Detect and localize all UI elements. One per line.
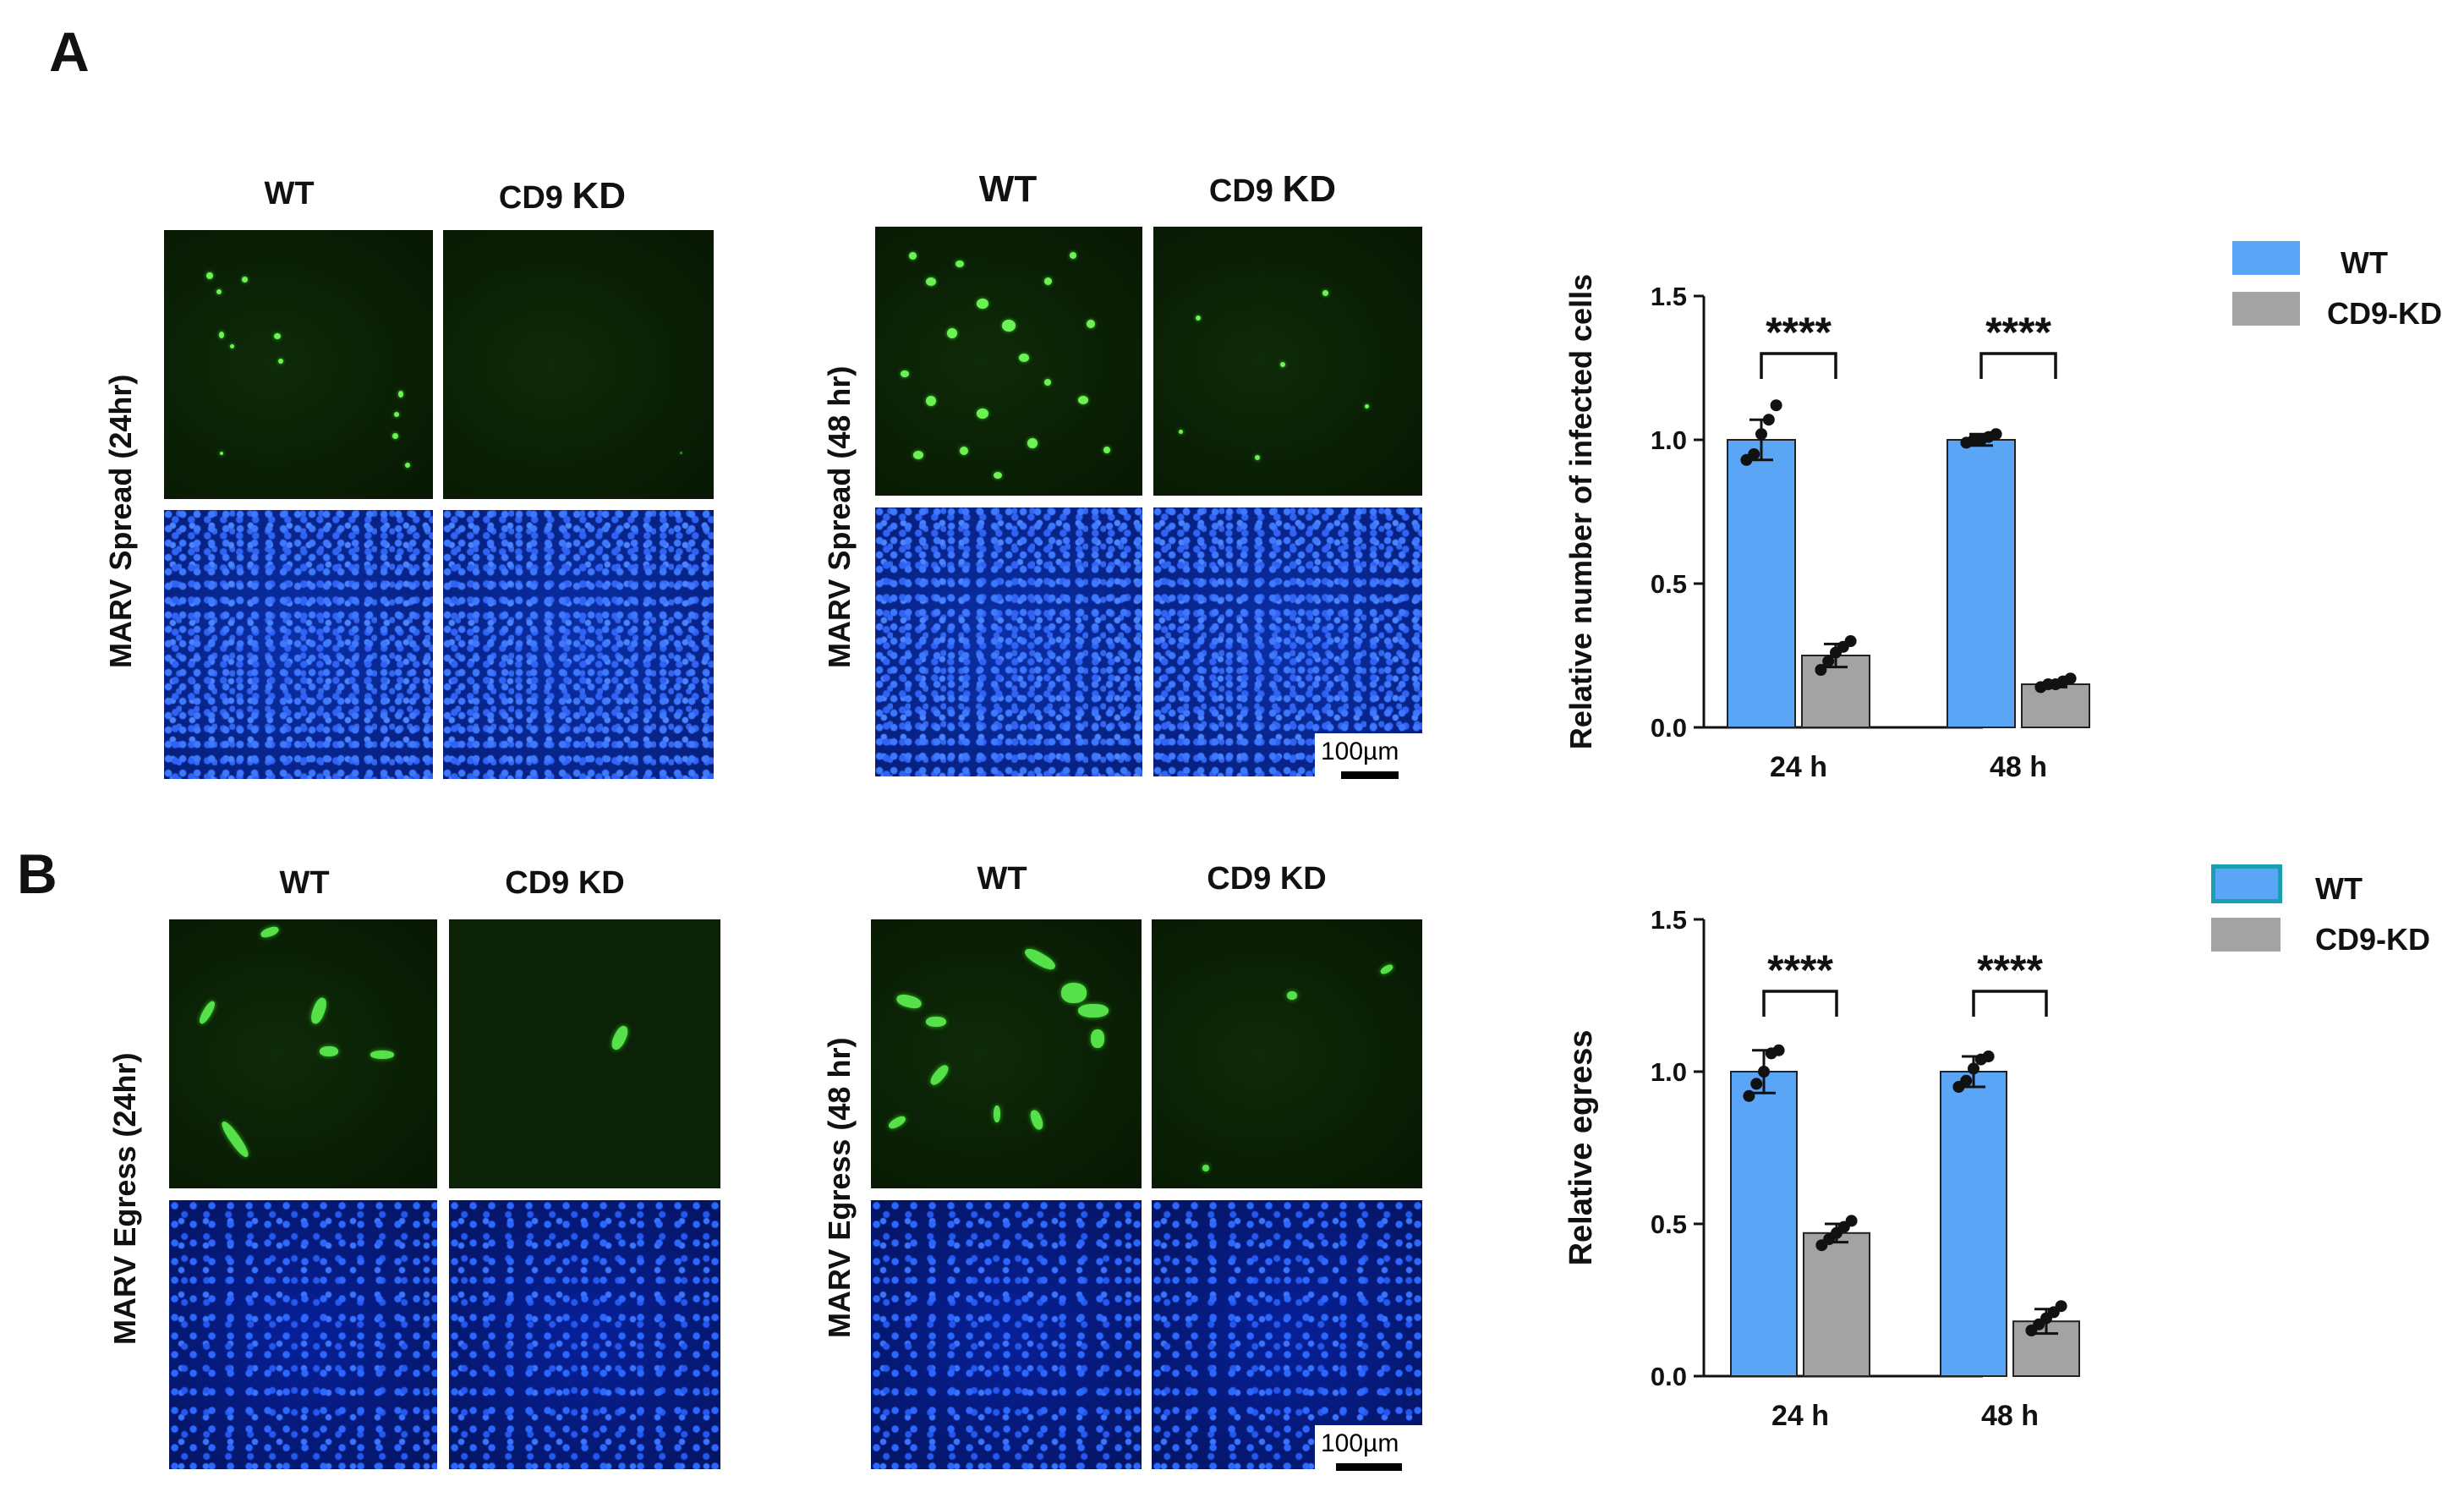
col-label-wt: WT bbox=[978, 168, 1038, 210]
y-tick-label: 0.0 bbox=[1651, 1362, 1687, 1391]
col-label-wt: WT bbox=[264, 176, 315, 211]
col-label-cd9-kd: CD9 KD bbox=[1207, 861, 1327, 897]
y-tick-label: 0.5 bbox=[1651, 569, 1687, 599]
x-tick-label: 48 h bbox=[1990, 751, 2047, 783]
micrograph-kd-24h-green bbox=[443, 230, 714, 499]
data-point bbox=[1844, 635, 1857, 647]
y-tick-label: 1.5 bbox=[1651, 282, 1687, 311]
micrograph-kd-48h-blue bbox=[1153, 507, 1422, 776]
data-point bbox=[1748, 448, 1760, 460]
scale-bar-label: 100µm bbox=[1321, 1429, 1399, 1457]
row-label-marv-spread-24: MARV Spread (24hr) bbox=[103, 374, 138, 668]
data-point bbox=[1815, 664, 1827, 676]
data-point bbox=[1762, 414, 1775, 426]
data-point bbox=[1758, 1066, 1770, 1078]
y-axis-label: Relative number of infected cells bbox=[1563, 274, 1598, 749]
bar-cd9-kd-24h bbox=[1803, 1231, 1870, 1377]
data-point bbox=[1770, 399, 1782, 412]
significance-label: **** bbox=[1977, 946, 2043, 994]
legend-swatch-wt bbox=[2211, 864, 2282, 903]
scale-bar-box bbox=[1315, 733, 1422, 776]
x-tick-label: 24 h bbox=[1771, 1400, 1829, 1432]
data-point bbox=[1755, 428, 1767, 441]
data-point bbox=[1822, 655, 1835, 667]
micrograph-wt-egress-48h-green bbox=[871, 919, 1142, 1188]
col-label-cd9-kd: CD9 KD bbox=[1208, 168, 1337, 210]
scale-bar-box bbox=[1315, 1425, 1422, 1469]
col-label-cd9-kd: CD9 KD bbox=[505, 865, 625, 901]
legend-swatch-cd9-kd bbox=[2211, 918, 2281, 952]
micrograph-kd-24h-blue bbox=[443, 510, 714, 779]
data-point bbox=[1743, 1089, 1755, 1102]
bar-wt-48h bbox=[1940, 1071, 2007, 1377]
scale-bar-label: 100µm bbox=[1321, 738, 1399, 765]
row-label-marv-egress-24: MARV Egress (24hr) bbox=[107, 1052, 142, 1345]
legend-label-wt: WT bbox=[2341, 245, 2388, 280]
y-tick-label: 0.0 bbox=[1651, 713, 1687, 743]
data-point bbox=[2055, 1300, 2067, 1313]
micrograph-wt-24h-green bbox=[164, 230, 433, 499]
x-tick-label: 48 h bbox=[1981, 1400, 2039, 1432]
row-label-marv-spread-48: MARV Spread (48 hr) bbox=[822, 365, 857, 668]
significance-bracket bbox=[1762, 990, 1838, 1017]
y-tick-label: 1.0 bbox=[1651, 425, 1687, 455]
significance-label: **** bbox=[1766, 309, 1832, 356]
legend-label-cd9-kd: CD9-KD bbox=[2327, 296, 2443, 331]
legend-label-wt: WT bbox=[2315, 871, 2363, 906]
data-point bbox=[1990, 428, 2002, 441]
bar-wt-48h bbox=[1947, 439, 2016, 728]
row-label-marv-egress-48: MARV Egress (48 hr) bbox=[822, 1037, 857, 1338]
y-tick-label: 1.0 bbox=[1651, 1057, 1687, 1087]
micrograph-kd-egress-48h-blue bbox=[1152, 1200, 1422, 1469]
micrograph-kd-48h-green bbox=[1153, 227, 1422, 496]
col-label-cd9-kd: CD9 KD bbox=[498, 175, 627, 217]
col-label-wt: WT bbox=[279, 865, 330, 901]
panel-a-label: A bbox=[49, 20, 90, 83]
micrograph-wt-48h-blue bbox=[875, 507, 1142, 776]
significance-label: **** bbox=[1985, 309, 2051, 356]
micrograph-wt-24h-blue bbox=[164, 510, 433, 779]
significance-bracket bbox=[1972, 990, 2048, 1017]
data-point bbox=[1750, 1078, 1763, 1090]
panel-b-label: B bbox=[17, 842, 57, 905]
x-tick-label: 24 h bbox=[1770, 751, 1827, 783]
bar-chart-a: 0.0 0.5 1.0 1.5 Relative number of infected … bbox=[1563, 274, 2090, 783]
data-point bbox=[1968, 1062, 1979, 1075]
y-tick-label: 1.5 bbox=[1651, 905, 1687, 935]
micrograph-kd-egress-48h-green bbox=[1152, 919, 1422, 1188]
data-point bbox=[1845, 1215, 1858, 1227]
micrograph-kd-egress-24h-green bbox=[449, 919, 720, 1188]
data-point bbox=[1960, 1074, 1973, 1087]
bar-wt-24h bbox=[1730, 1071, 1798, 1377]
bar-chart-b: 0.0 0.5 1.0 1.5 Relative egress 24 h **** 48 h *… bbox=[1563, 905, 2080, 1432]
bar-cd9-kd-48h bbox=[2021, 683, 2090, 728]
scale-bar bbox=[1336, 1463, 1402, 1471]
y-tick-label: 0.5 bbox=[1651, 1210, 1687, 1239]
data-point bbox=[1772, 1044, 1785, 1056]
bar-wt-24h bbox=[1727, 439, 1796, 728]
legend-swatch-wt bbox=[2232, 241, 2300, 275]
micrograph-wt-egress-24h-blue bbox=[169, 1200, 437, 1469]
micrograph-kd-egress-24h-blue bbox=[449, 1200, 720, 1469]
micrograph-wt-egress-24h-green bbox=[169, 919, 437, 1188]
data-point bbox=[1982, 1050, 1995, 1062]
data-point bbox=[2064, 672, 2077, 685]
legend-label-cd9-kd: CD9-KD bbox=[2315, 922, 2431, 957]
micrograph-wt-egress-48h-blue bbox=[871, 1200, 1142, 1469]
micrograph-wt-48h-green bbox=[875, 227, 1142, 496]
col-label-wt: WT bbox=[977, 861, 1027, 897]
significance-bracket bbox=[1760, 352, 1837, 379]
y-axis-label: Relative egress bbox=[1563, 1030, 1599, 1266]
significance-label: **** bbox=[1767, 946, 1833, 994]
significance-bracket bbox=[1979, 352, 2057, 379]
scale-bar bbox=[1341, 771, 1399, 779]
legend-swatch-cd9-kd bbox=[2232, 292, 2300, 326]
